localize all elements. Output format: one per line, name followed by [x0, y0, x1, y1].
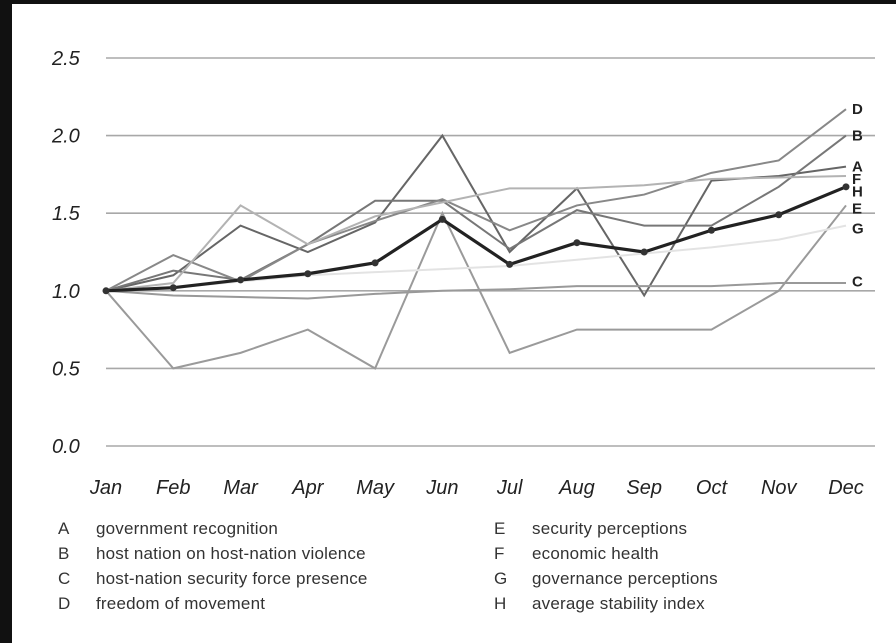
series-point-h: [237, 276, 245, 284]
series-point-h: [640, 248, 648, 256]
series-point-h: [506, 260, 514, 268]
series-point-h: [842, 183, 850, 191]
legend-label: host-nation security force presence: [96, 569, 368, 588]
legend-label: freedom of movement: [96, 594, 266, 613]
legend-key: B: [58, 544, 70, 563]
x-tick-label: Jun: [425, 477, 458, 499]
series-line-d: [105, 108, 847, 292]
legend-key: C: [58, 569, 71, 588]
legend-key: H: [494, 594, 507, 613]
series-line-a: [105, 133, 847, 298]
series-point-h: [438, 215, 446, 223]
end-label-d: D: [852, 101, 863, 118]
series-line-c: [105, 282, 846, 300]
series-point-h: [169, 284, 177, 292]
legend-key: F: [494, 544, 505, 563]
x-tick-label: Feb: [156, 477, 190, 499]
legend-label: economic health: [532, 544, 659, 563]
legend-label: governance perceptions: [532, 569, 718, 588]
y-tick-label: 1.5: [52, 203, 81, 225]
legend-label: average stability index: [532, 594, 705, 613]
x-tick-label: Mar: [223, 477, 259, 499]
x-tick-label: Jul: [496, 477, 523, 499]
end-label-h: H: [852, 183, 863, 200]
series-point-h: [304, 270, 312, 278]
end-label-e: E: [852, 201, 862, 218]
end-label-g: G: [852, 221, 864, 238]
legend-key: E: [494, 519, 506, 538]
legend-key: D: [58, 594, 71, 613]
end-label-c: C: [852, 273, 863, 290]
end-label-b: B: [852, 128, 863, 145]
gridlines: [106, 57, 875, 447]
y-axis-ticks: 0.0 0.5 1.0 1.5 2.0 2.5: [51, 48, 81, 458]
y-tick-label: 0.0: [52, 436, 80, 458]
series-line-b: [105, 134, 847, 292]
series-point-h: [371, 259, 379, 267]
end-label-f: F: [852, 171, 861, 188]
series-line-e: [105, 204, 847, 370]
end-label-a: A: [852, 159, 863, 176]
x-tick-label: Jan: [89, 477, 122, 499]
x-tick-label: May: [356, 477, 395, 499]
x-tick-label: Nov: [761, 477, 798, 499]
x-tick-label: Sep: [626, 477, 662, 499]
legend-label: security perceptions: [532, 519, 688, 538]
series-point-h: [573, 239, 581, 247]
series-line-h: [105, 185, 847, 293]
x-tick-label: Dec: [828, 477, 864, 499]
series-point-h: [707, 226, 715, 234]
y-tick-label: 1.0: [52, 281, 80, 303]
y-tick-label: 0.5: [52, 358, 81, 380]
x-axis-ticks: Jan Feb Mar Apr May Jun Jul Aug Sep Oct Nov Dec: [89, 477, 864, 499]
x-tick-label: Apr: [291, 477, 324, 499]
line-chart: 0.0 0.5 1.0 1.5 2.0 2.5 Jan Feb Mar Apr May Jun Jul…: [51, 48, 875, 499]
series-lines: [102, 108, 850, 370]
legend-label: host nation on host-nation violence: [96, 544, 366, 563]
series-line-f: [105, 174, 847, 292]
series-point-h: [102, 287, 110, 295]
legend-key: G: [494, 569, 508, 588]
x-tick-label: Oct: [696, 477, 729, 499]
y-tick-label: 2.5: [51, 48, 81, 70]
legend-label: government recognition: [96, 519, 279, 538]
series-point-h: [775, 211, 783, 219]
y-tick-label: 2.0: [51, 126, 80, 148]
legend-key: A: [58, 519, 70, 538]
x-tick-label: Aug: [558, 477, 595, 499]
